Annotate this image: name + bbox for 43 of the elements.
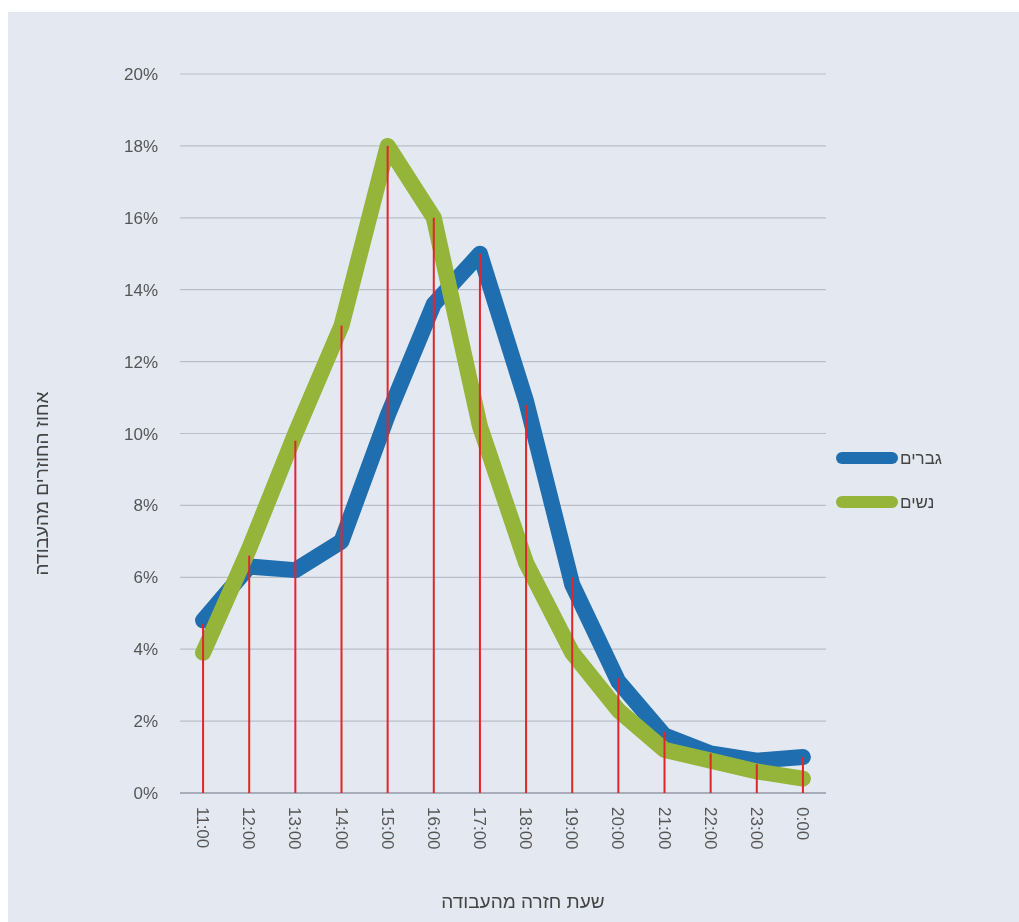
x-tick-label: 23:00 [746,807,766,850]
y-tick-label: 10% [123,424,158,444]
bar [571,577,574,793]
y-tick-label: 4% [133,640,158,660]
bar [617,677,620,793]
bar [340,325,343,793]
y-tick-label: 2% [133,712,158,732]
x-tick-label: 16:00 [423,807,443,850]
y-tick-label: 16% [123,208,158,228]
bar [432,217,435,793]
bar [755,764,758,793]
x-tick-label: 17:00 [469,807,489,850]
x-tick-label: 22:00 [700,807,720,850]
y-tick-label: 14% [123,280,158,300]
y-tick-label: 8% [133,496,158,516]
y-tick-label: 20% [123,65,158,84]
x-tick-label: 15:00 [377,807,397,850]
x-tick-label: 21:00 [654,807,674,850]
bar [709,753,712,793]
x-tick-label: 18:00 [516,807,536,850]
x-axis-title: שעת חזרה מהעבודה [441,891,605,912]
y-tick-label: 6% [133,568,158,588]
y-tick-label: 12% [123,352,158,372]
legend-label: נשים [900,493,935,512]
bar [202,624,205,793]
x-tick-label: 0:00 [792,807,812,841]
y-axis-title: אחוז החוזרים מהעבודה [31,391,52,576]
x-tick-label: 11:00 [193,807,213,849]
legend-label: גברים [900,449,943,468]
bar [386,145,389,793]
bar [294,440,297,793]
y-tick-label: 0% [133,784,158,803]
bar [248,555,251,793]
x-tick-label: 13:00 [285,807,305,850]
bar [663,731,666,793]
x-tick-label: 19:00 [562,807,582,850]
bar [525,404,528,793]
x-tick-label: 14:00 [331,807,351,850]
y-tick-label: 18% [123,136,158,156]
x-tick-label: 20:00 [608,807,628,850]
bar [478,253,481,793]
x-tick-label: 12:00 [239,807,259,850]
bar [801,757,804,793]
